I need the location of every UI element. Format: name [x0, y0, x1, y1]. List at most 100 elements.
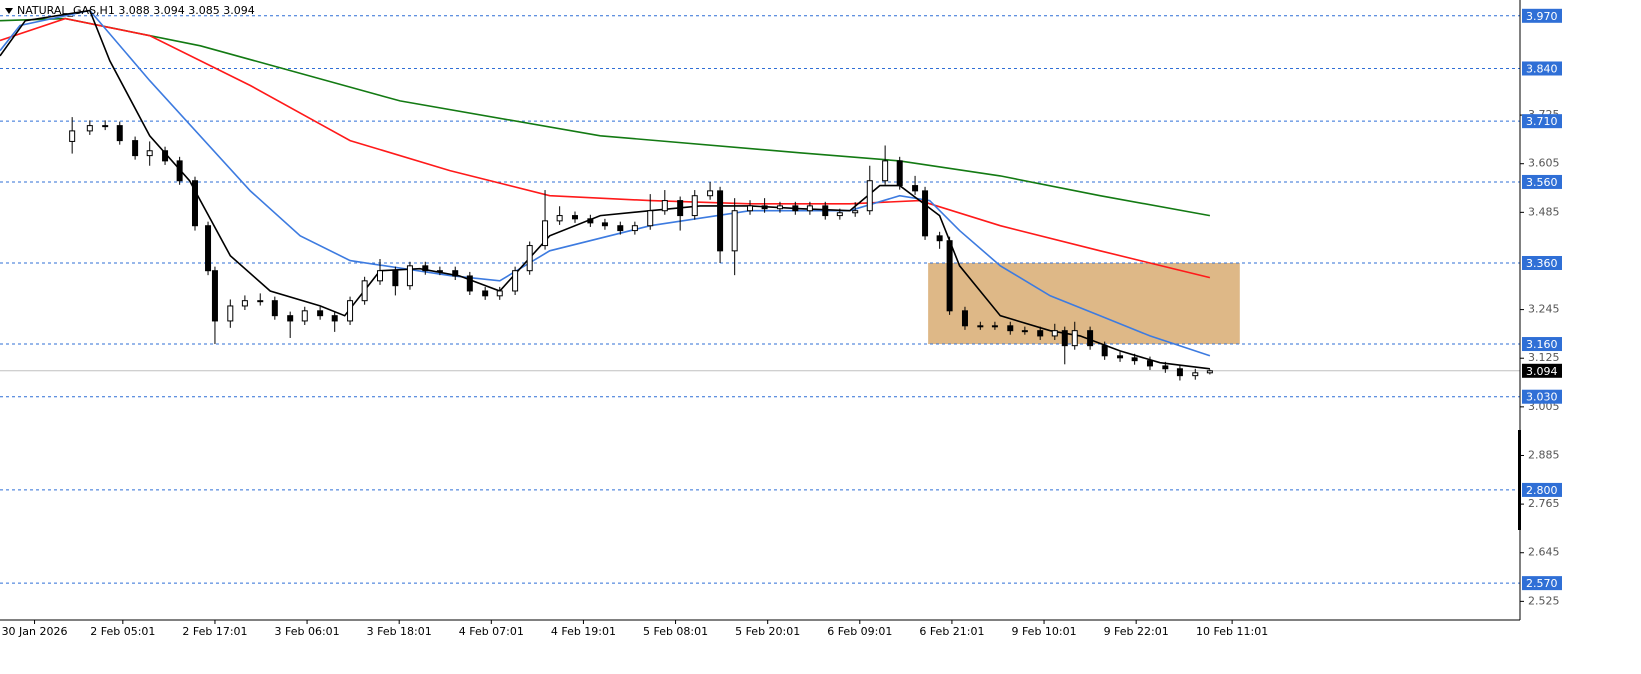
- last-price-box: [1522, 363, 1562, 378]
- candle-body: [1146, 360, 1153, 367]
- candle-body: [406, 265, 413, 287]
- candle-body: [977, 325, 984, 328]
- candle-body: [132, 140, 139, 157]
- x-tick-label: 5 Feb 20:01: [735, 625, 800, 638]
- level-label: 3.030: [1526, 391, 1558, 404]
- level-label: 3.360: [1526, 257, 1558, 270]
- candle-body: [146, 150, 153, 157]
- level-label-box: [1522, 389, 1562, 404]
- candle-body: [1021, 330, 1028, 333]
- candle-body: [526, 245, 533, 272]
- candle-body: [466, 275, 473, 292]
- level-label: 3.970: [1526, 10, 1558, 23]
- candle-body: [761, 205, 768, 210]
- candle-body: [482, 290, 489, 297]
- candle-body: [912, 185, 919, 192]
- candle-body: [1206, 370, 1213, 374]
- level-label-box: [1522, 61, 1562, 76]
- candle-body: [677, 200, 684, 217]
- candle-body: [1061, 330, 1068, 347]
- scroll-marker: [1518, 430, 1521, 530]
- x-tick-label: 4 Feb 19:01: [551, 625, 616, 638]
- candle-body: [647, 210, 654, 227]
- candle-body: [1162, 365, 1169, 370]
- level-label-box: [1522, 576, 1562, 591]
- candle-body: [691, 195, 698, 217]
- moving-average-line: [0, 17, 1211, 279]
- candle-body: [836, 212, 843, 217]
- last-price-label: 3.094: [1526, 365, 1558, 378]
- level-label: 2.570: [1526, 577, 1558, 590]
- candle-body: [822, 205, 829, 217]
- candle-body: [361, 280, 368, 302]
- candle-body: [866, 180, 873, 212]
- y-tick-label: 3.245: [1528, 303, 1560, 316]
- price-zone: [928, 262, 1240, 345]
- y-tick-label: 2.645: [1528, 546, 1560, 559]
- candle-body: [661, 200, 668, 212]
- candle-body: [241, 300, 248, 307]
- candle-body: [287, 315, 294, 322]
- chart-title: NATURAL_GAS,H1 3.088 3.094 3.085 3.094: [17, 4, 255, 17]
- candle-body: [946, 240, 953, 312]
- level-label-box: [1522, 174, 1562, 189]
- candle-body: [176, 160, 183, 182]
- candle-body: [922, 190, 929, 237]
- candle-body: [496, 290, 503, 297]
- x-tick-label: 10 Feb 11:01: [1196, 625, 1268, 638]
- candle-body: [436, 270, 443, 273]
- x-tick-label: 4 Feb 07:01: [459, 625, 524, 638]
- candle-body: [1117, 355, 1124, 359]
- candle-body: [601, 222, 608, 227]
- level-label: 3.840: [1526, 62, 1558, 75]
- candle-body: [852, 210, 859, 214]
- candle-body: [1131, 357, 1138, 362]
- level-label-box: [1522, 482, 1562, 497]
- x-tick-label: 2 Feb 17:01: [182, 625, 247, 638]
- candle-body: [86, 125, 93, 132]
- candle-body: [961, 310, 968, 327]
- candle-body: [377, 270, 383, 282]
- x-tick-label: 9 Feb 22:01: [1104, 625, 1169, 638]
- candle-body: [301, 310, 308, 322]
- candle-body: [512, 270, 519, 292]
- y-tick-label: 2.525: [1528, 594, 1560, 607]
- candle-body: [882, 160, 889, 182]
- level-label: 3.710: [1526, 115, 1558, 128]
- candle-body: [1192, 372, 1199, 377]
- candle-body: [1071, 330, 1078, 347]
- level-label: 3.560: [1526, 176, 1558, 189]
- candle-body: [257, 300, 264, 303]
- candle-body: [542, 220, 549, 247]
- y-tick-label: 3.605: [1528, 157, 1560, 170]
- x-tick-label: 2 Feb 05:01: [90, 625, 155, 638]
- candle-body: [617, 225, 624, 232]
- candle-body: [452, 270, 459, 277]
- y-tick-label: 2.765: [1528, 497, 1560, 510]
- plot-area: [0, 9, 1520, 584]
- candle-body: [587, 218, 594, 224]
- candle-body: [317, 310, 324, 317]
- candle-body: [1087, 330, 1094, 347]
- y-tick-label: 2.885: [1528, 448, 1560, 461]
- x-tick-label: 3 Feb 06:01: [274, 625, 339, 638]
- level-label: 2.800: [1526, 484, 1558, 497]
- candle-body: [211, 270, 218, 322]
- candle-body: [1037, 330, 1044, 337]
- x-tick-label: 3 Feb 18:01: [367, 625, 432, 638]
- menu-arrow: [5, 8, 13, 14]
- candle-body: [422, 265, 429, 272]
- candle-body: [747, 205, 754, 212]
- x-tick-label: 9 Feb 10:01: [1011, 625, 1076, 638]
- candle-body: [271, 300, 278, 317]
- level-label-box: [1522, 337, 1562, 352]
- candle-body: [1051, 330, 1058, 337]
- candle-body: [392, 270, 399, 287]
- candle-body: [1007, 325, 1014, 332]
- candle-body: [191, 180, 198, 227]
- candle-body: [707, 190, 714, 197]
- candle-body: [556, 215, 563, 222]
- candle-body: [102, 125, 109, 128]
- candle-body: [717, 190, 724, 252]
